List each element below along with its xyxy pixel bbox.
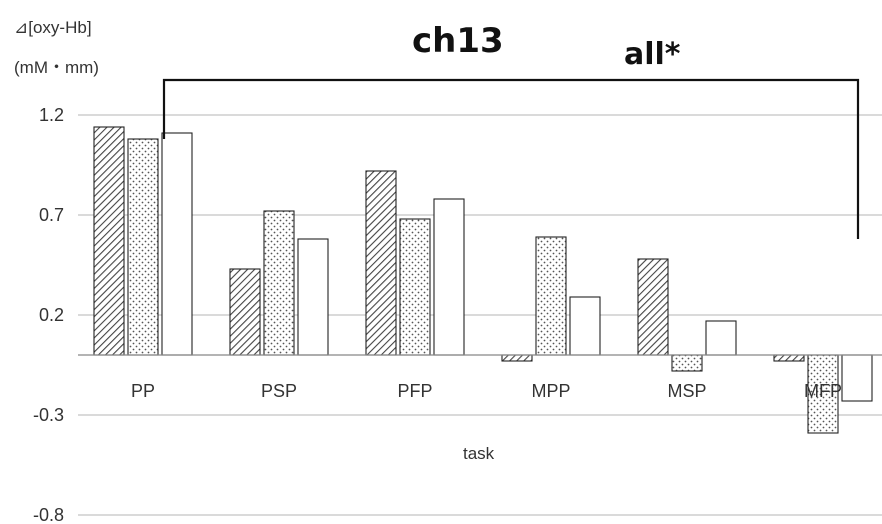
y-tick-label: -0.3: [33, 405, 64, 425]
bar-blank: [841, 354, 873, 402]
significance-label: all*: [624, 37, 681, 72]
bar-blank: [433, 198, 465, 356]
y-axis-label-line2: (mM・mm): [14, 58, 99, 77]
bar-dotted: [671, 354, 703, 372]
y-tick-label: 0.2: [39, 305, 64, 325]
bars: [93, 126, 873, 434]
bar-dotted: [127, 138, 159, 356]
bar-hatched: [93, 126, 125, 356]
bar-hatched: [365, 170, 397, 356]
chart-title: ch13: [412, 21, 504, 61]
significance-bracket: [162, 78, 860, 239]
category-label: MPP: [531, 381, 570, 401]
bar-blank: [161, 132, 193, 356]
bar-dotted: [263, 210, 295, 356]
gridlines: [78, 114, 882, 516]
category-label: MFP: [804, 381, 842, 401]
category-label: MSP: [667, 381, 706, 401]
x-axis-label: task: [463, 444, 495, 463]
category-label: PP: [131, 381, 155, 401]
category-labels: PP PSP PFP MPP MSP MFP: [131, 381, 842, 401]
y-tick-label: 1.2: [39, 105, 64, 125]
bar-hatched: [773, 354, 805, 362]
category-label: PFP: [397, 381, 432, 401]
bar-hatched: [229, 268, 261, 356]
bar-dotted: [535, 236, 567, 356]
category-label: PSP: [261, 381, 297, 401]
bar-hatched: [501, 354, 533, 362]
y-tick-labels: 1.2 0.7 0.2 -0.3 -0.8: [33, 105, 64, 524]
bar-hatched: [637, 258, 669, 356]
y-axis-label-line1: ⊿[oxy-Hb]: [14, 18, 92, 37]
bar-blank: [297, 238, 329, 356]
bar-dotted: [807, 354, 839, 434]
bar-blank: [569, 296, 601, 356]
y-tick-label: 0.7: [39, 205, 64, 225]
bar-dotted: [399, 218, 431, 356]
bar-blank: [705, 320, 737, 356]
y-tick-label: -0.8: [33, 505, 64, 524]
